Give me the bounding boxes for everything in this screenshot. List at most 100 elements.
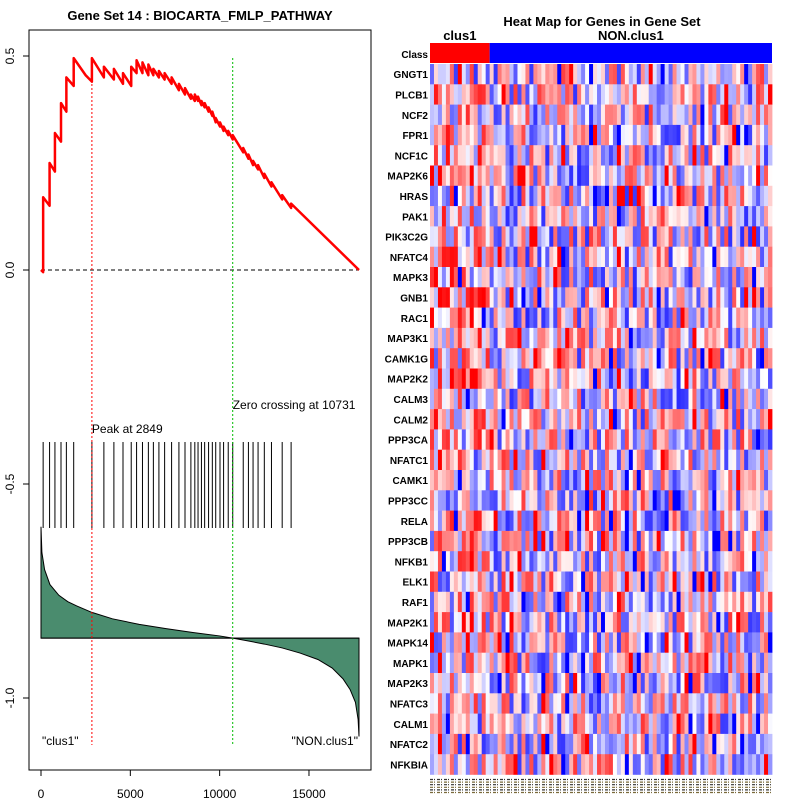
heat-map-cell <box>453 327 459 349</box>
heat-map-cell <box>756 490 761 511</box>
heat-map-cell <box>704 673 709 694</box>
heat-map-cell <box>752 652 757 674</box>
heat-map-cell <box>708 327 713 349</box>
heat-map-cell <box>612 733 618 755</box>
heat-map-cell <box>648 673 654 694</box>
heat-map-cell <box>505 64 510 85</box>
heat-map-cell <box>616 64 622 85</box>
heat-map-cell <box>589 673 594 694</box>
heat-map-cell <box>525 226 530 247</box>
gene-label: MAP2K3 <box>387 679 428 690</box>
heat-map-cell <box>708 571 713 593</box>
heat-map-cell <box>493 246 499 268</box>
heat-map-cell <box>664 145 670 166</box>
heat-map-cell <box>676 104 681 126</box>
heat-map-cell <box>680 571 685 593</box>
heat-map-cell <box>513 327 518 349</box>
heat-map-cell <box>469 226 475 247</box>
heat-map-cell <box>640 388 646 410</box>
heat-map-cell <box>616 551 622 572</box>
heat-map-cell <box>541 206 546 227</box>
heat-map-cell <box>561 348 566 369</box>
heat-map-cell <box>525 591 530 613</box>
heat-map-cell <box>692 348 697 369</box>
heat-map-cell <box>541 165 546 187</box>
heat-map-cell <box>672 510 677 532</box>
heat-map-cell <box>521 449 526 471</box>
heat-map-cell <box>493 348 499 369</box>
heat-map-cell <box>589 226 594 247</box>
heat-map-cell <box>445 693 451 714</box>
heat-map-cell <box>481 571 487 593</box>
heat-map-cell <box>712 185 717 207</box>
heat-map-cell <box>756 733 761 755</box>
heat-map-cell <box>505 307 510 329</box>
heat-map-cell <box>469 84 475 105</box>
heat-map-cell <box>644 652 650 674</box>
heat-map-cell <box>461 551 467 572</box>
heat-map-cell <box>756 591 761 613</box>
heat-map-cell <box>597 145 602 166</box>
heat-map-cell <box>585 64 590 85</box>
heat-map-cell <box>521 226 526 247</box>
heat-map-cell <box>608 84 614 105</box>
heat-map-cell <box>712 754 717 775</box>
heat-map-cell <box>672 754 677 775</box>
heat-map-cell <box>509 185 514 207</box>
heat-map-cell <box>473 754 479 775</box>
heat-map-cell <box>724 388 729 410</box>
heat-map-cell <box>720 571 725 593</box>
heat-map-cell <box>573 693 578 714</box>
heat-map-cell <box>469 185 475 207</box>
heat-map-cell <box>593 510 598 532</box>
heat-map-cell <box>481 124 487 146</box>
heat-map-cell <box>752 226 757 247</box>
heat-map-cell <box>688 368 693 390</box>
heat-map-cell <box>660 388 666 410</box>
heat-map-cell <box>489 165 495 187</box>
heat-map-cell <box>525 348 530 369</box>
heat-map-cell <box>764 226 769 247</box>
heat-map-cell <box>736 287 741 308</box>
heat-map-cell <box>644 632 650 653</box>
heat-map-cell <box>612 84 618 105</box>
heat-map-cell <box>461 612 467 633</box>
heat-map-cell <box>760 246 765 268</box>
heat-map-cell <box>557 206 562 227</box>
heat-map-cell <box>597 713 602 735</box>
heat-map-cell <box>445 470 451 491</box>
heat-map-cell <box>752 327 757 349</box>
heat-map-cell <box>521 307 526 329</box>
heat-map-cell <box>736 612 741 633</box>
heat-map-cell <box>676 754 681 775</box>
heat-map-cell <box>756 713 761 735</box>
heat-map-cell <box>640 510 646 532</box>
heat-map-cell <box>704 490 709 511</box>
heat-map-cell <box>700 104 705 126</box>
heat-map-cell <box>672 185 677 207</box>
heat-map-cell <box>441 84 447 105</box>
class-label-non-clus1: NON.clus1 <box>598 28 664 43</box>
heat-map-cell <box>748 368 753 390</box>
heat-map-cell <box>620 612 626 633</box>
heat-map-cell <box>533 652 538 674</box>
heat-map-cell <box>656 652 662 674</box>
heat-map-cell <box>601 124 606 146</box>
heat-map-cell <box>561 287 566 308</box>
heat-map-cell <box>752 307 757 329</box>
heat-map-cell <box>688 713 693 735</box>
heat-map-cell <box>593 652 598 674</box>
heat-map-cell <box>545 84 550 105</box>
heat-map-cell <box>668 226 673 247</box>
heat-map-cell <box>644 104 650 126</box>
heat-map-cell <box>437 267 443 288</box>
heat-map-cell <box>664 327 670 349</box>
heat-map-cell <box>541 429 546 450</box>
heat-map-cell <box>664 612 670 633</box>
heat-map-cell <box>453 551 459 572</box>
heat-map-cell <box>469 490 475 511</box>
heat-map-cell <box>557 185 562 207</box>
heat-map-cell <box>612 104 618 126</box>
heat-map-cell <box>537 591 542 613</box>
heat-map-cell <box>541 84 546 105</box>
